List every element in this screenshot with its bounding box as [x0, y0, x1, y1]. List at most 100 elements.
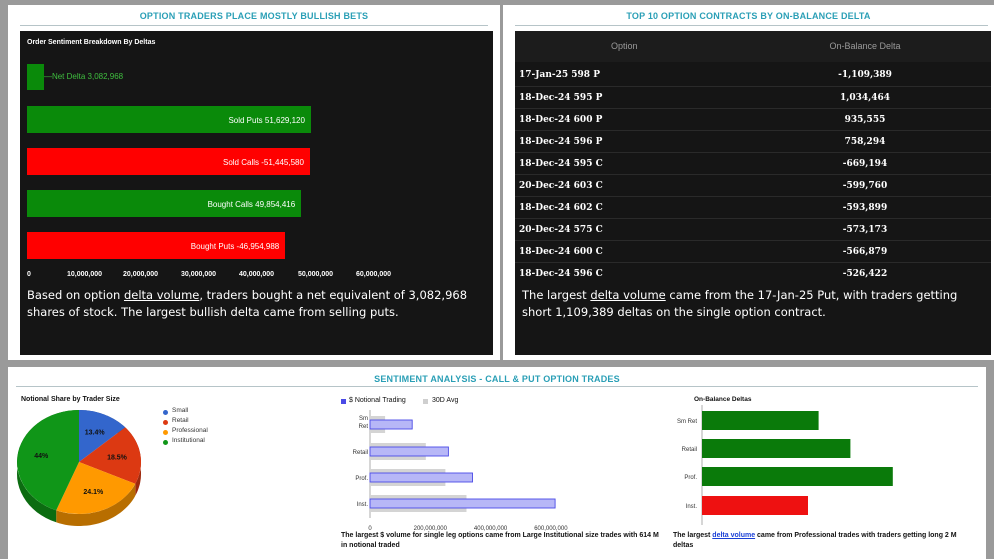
pie-title: Notional Share by Trader Size [21, 396, 120, 403]
legend-label-avg: 30D Avg [432, 397, 459, 404]
table-row[interactable]: 18-Dec-24 595 P 1,034,464 [515, 86, 991, 109]
category-label: Inst. [686, 504, 698, 510]
option-cell: 18-Dec-24 596 C [519, 269, 603, 279]
option-cell: 18-Dec-24 600 P [519, 115, 603, 125]
category-label: Prof. [355, 476, 368, 482]
x-tick-label: 40,000,000 [239, 271, 275, 278]
notional-bar [369, 472, 473, 483]
option-cell: 18-Dec-24 595 P [519, 93, 603, 103]
option-cell: 18-Dec-24 602 C [519, 203, 603, 213]
delta-cell: -566,879 [842, 247, 888, 257]
table-row[interactable]: 18-Dec-24 600 C -566,879 [515, 240, 991, 263]
legend-swatch-avg [423, 399, 428, 404]
x-tick-label: 50,000,000 [298, 271, 334, 278]
delta-volume-link[interactable]: delta volume [123, 288, 200, 302]
category-label: Inst. [357, 502, 369, 508]
legend-label: Institutional [172, 437, 205, 444]
category-label: Retail [682, 447, 697, 453]
right-caption: The largest delta volume came from Profe… [673, 531, 973, 551]
legend-label: Retail [172, 417, 189, 424]
right-caption-pre: The largest [673, 532, 713, 539]
table-row[interactable]: 18-Dec-24 595 C -669,194 [515, 152, 991, 175]
delta-bar [27, 106, 311, 133]
delta-bar-label: Sold Calls -51,445,580 [222, 158, 304, 167]
option-cell: 20-Dec-24 575 C [519, 225, 603, 235]
delta-bar-label: —Net Delta 3,082,968 [43, 72, 124, 81]
category-label: Sm Ret [677, 419, 697, 425]
col-delta-header: On-Balance Delta [829, 41, 901, 51]
delta-bar [702, 467, 893, 486]
delta-cell: -1,109,389 [838, 70, 892, 80]
summary-pre: The largest [522, 288, 591, 302]
x-tick-label: 600,000,000 [534, 526, 568, 532]
delta-volume-link[interactable]: delta volume [590, 288, 666, 302]
chart-area: Order Sentiment Breakdown By Deltas —Net… [20, 31, 493, 355]
on-balance-deltas-chart: Sm Ret Retail Prof. Inst. [677, 405, 893, 525]
col-option-header: Option [611, 41, 638, 51]
right-caption-post: came from Professional trades with trade… [673, 532, 957, 549]
x-tick-label: 10,000,000 [67, 271, 103, 278]
option-cell: 18-Dec-24 600 C [519, 247, 603, 257]
table-header: Option On-Balance Delta [515, 31, 991, 62]
delta-bar [702, 496, 808, 515]
delta-bar-label: Bought Calls 49,854,416 [207, 200, 296, 209]
summary-post: , traders bought a net equivalent of 3,0… [27, 288, 468, 319]
table-row[interactable]: 20-Dec-24 603 C -599,760 [515, 174, 991, 197]
pie-slice-label: 44% [34, 453, 49, 460]
pie-slice-label: 13.4% [85, 430, 106, 437]
mid-caption: The largest $ volume for single leg opti… [341, 532, 659, 549]
title-divider [16, 386, 978, 387]
panel-title: TOP 10 OPTION CONTRACTS BY ON-BALANCE DE… [626, 11, 871, 21]
notional-bar [369, 446, 449, 457]
delta-bar-label: Sold Puts 51,629,120 [228, 116, 305, 125]
delta-cell: 758,294 [844, 137, 886, 147]
right-caption-link[interactable]: delta volume [712, 532, 756, 539]
x-tick-label: 20,000,000 [123, 271, 159, 278]
summary-text: Based on option delta volume, traders bo… [27, 287, 489, 321]
pie-slice-label: 24.1% [83, 489, 104, 496]
pie-slice [17, 410, 80, 511]
chart-title: Order Sentiment Breakdown By Deltas [27, 39, 156, 46]
summary-pre: Based on option [27, 288, 124, 302]
title-divider [515, 25, 988, 26]
table-row[interactable]: 20-Dec-24 575 C -573,173 [515, 218, 991, 241]
option-cell: 17-Jan-25 598 P [519, 70, 600, 80]
pie-slice-label: 18.5% [107, 454, 128, 461]
legend-label: Professional [172, 427, 208, 434]
delta-bar [27, 190, 302, 217]
table-row[interactable]: 18-Dec-24 600 P 935,555 [515, 108, 991, 131]
delta-cell: 1,034,464 [839, 93, 891, 103]
notional-bar [369, 498, 556, 509]
panel-title: SENTIMENT ANALYSIS - CALL & PUT OPTION T… [374, 374, 620, 384]
x-tick-label: 0 [368, 526, 372, 532]
x-tick-label: 200,000,000 [414, 526, 448, 532]
category-label: Prof. [684, 475, 697, 481]
contracts-table-area: Option On-Balance Delta 17-Jan-25 598 P -… [515, 31, 991, 355]
x-tick-label: 0 [27, 271, 31, 278]
category-label: Retail [353, 450, 368, 456]
delta-bar [27, 232, 286, 259]
option-cell: 20-Dec-24 603 C [519, 181, 603, 191]
delta-cell: 935,555 [844, 115, 886, 125]
table-row[interactable]: 18-Dec-24 602 C -593,899 [515, 196, 991, 219]
legend-dot [163, 440, 168, 445]
category-label: Ret [359, 424, 369, 430]
legend-label: Small [172, 407, 189, 414]
top-contracts-panel: TOP 10 OPTION CONTRACTS BY ON-BALANCE DE… [503, 5, 994, 360]
summary-post: came from the 17-Jan-25 Put, with trader… [522, 288, 958, 319]
sentiment-analysis-panel: SENTIMENT ANALYSIS - CALL & PUT OPTION T… [8, 367, 986, 559]
legend-dot [163, 420, 168, 425]
table-row[interactable]: 17-Jan-25 598 P -1,109,389 [515, 64, 991, 86]
category-label: Sm [359, 416, 368, 422]
table-row[interactable]: 18-Dec-24 596 P 758,294 [515, 130, 991, 153]
right-chart-title: On-Balance Deltas [694, 396, 752, 403]
title-divider [20, 25, 488, 26]
table-row[interactable]: 18-Dec-24 596 C -526,422 [515, 262, 991, 285]
legend-dot [163, 430, 168, 435]
delta-cell: -599,760 [842, 181, 888, 191]
pie-slice [56, 462, 136, 514]
pie-slice-side [56, 483, 136, 526]
delta-bar [702, 439, 851, 458]
delta-cell: -573,173 [842, 225, 888, 235]
legend-swatch-notional [341, 399, 346, 404]
